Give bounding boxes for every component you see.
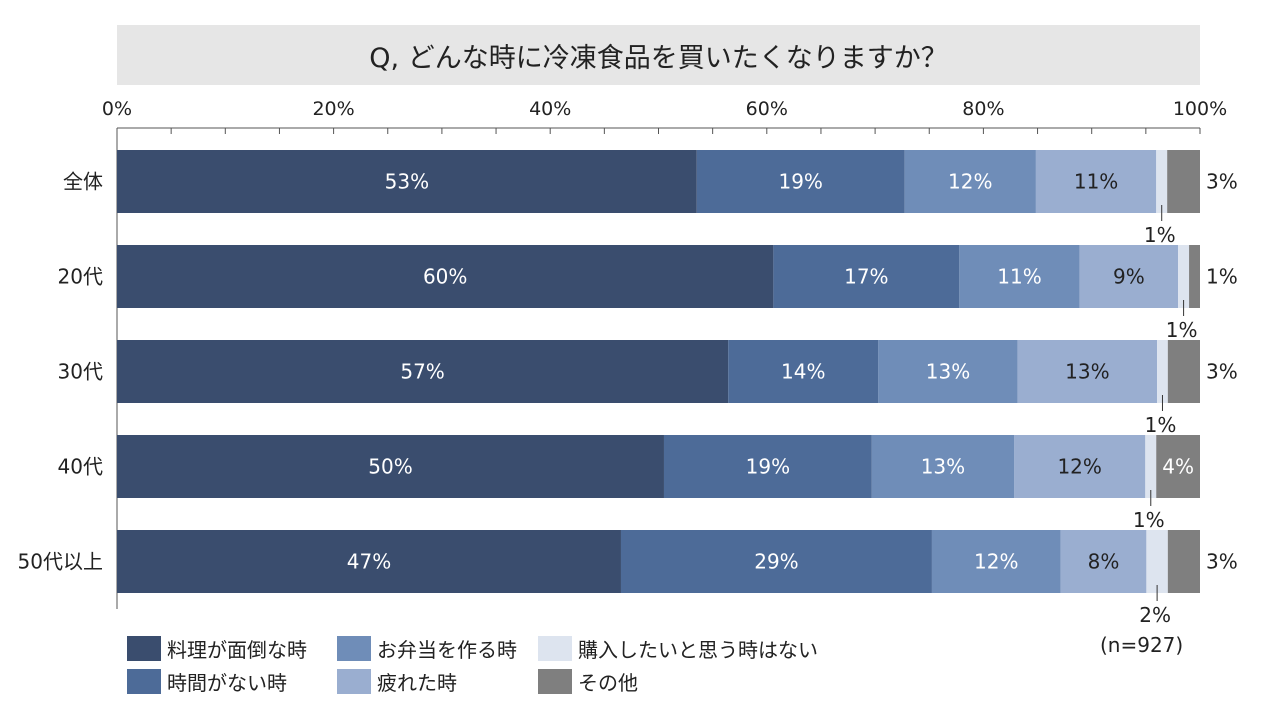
bar-segment xyxy=(1014,435,1146,498)
bar-segment xyxy=(959,245,1080,308)
bar-segment xyxy=(871,435,1015,498)
bar-segment xyxy=(1167,340,1200,403)
bar-segment xyxy=(1178,245,1190,308)
bar-segment xyxy=(117,245,774,308)
x-tick-label: 80% xyxy=(962,98,1004,120)
bar-segment xyxy=(1060,530,1147,593)
data-label: 60% xyxy=(423,265,467,289)
sample-size-note: (n=927) xyxy=(1100,633,1184,657)
bar-segment xyxy=(663,435,872,498)
category-label: 全体 xyxy=(63,170,103,194)
data-label: 3% xyxy=(1206,360,1238,384)
data-label: 3% xyxy=(1206,550,1238,574)
x-tick-label: 40% xyxy=(529,98,571,120)
data-label: 11% xyxy=(997,265,1041,289)
bar-segment xyxy=(1157,340,1168,403)
data-label: 2% xyxy=(1139,603,1171,627)
data-label: 17% xyxy=(844,265,888,289)
data-label: 13% xyxy=(926,360,970,384)
bar-segment xyxy=(117,340,729,403)
chart-title-bar: Q, どんな時に冷凍食品を買いたくなりますか？ xyxy=(117,25,1200,85)
x-tick-label: 100% xyxy=(1173,98,1227,120)
x-tick-label: 20% xyxy=(312,98,354,120)
data-label: 3% xyxy=(1206,170,1238,194)
data-label: 12% xyxy=(948,170,992,194)
category-label: 40代 xyxy=(58,455,103,479)
data-label: 4% xyxy=(1162,455,1194,479)
data-label: 47% xyxy=(347,550,391,574)
data-label: 1% xyxy=(1133,508,1165,532)
data-label: 12% xyxy=(1057,455,1101,479)
bar-segment xyxy=(1145,435,1157,498)
bar-segment xyxy=(1167,530,1200,593)
data-label: 1% xyxy=(1145,413,1177,437)
data-label: 8% xyxy=(1088,550,1120,574)
chart-title: Q, どんな時に冷凍食品を買いたくなりますか？ xyxy=(369,42,948,74)
data-label: 9% xyxy=(1113,265,1145,289)
data-label: 13% xyxy=(921,455,965,479)
bar-segment xyxy=(696,150,905,213)
bar-segment xyxy=(1189,245,1200,308)
bar-segment xyxy=(117,435,664,498)
bar-segment xyxy=(1146,530,1168,593)
data-label: 14% xyxy=(781,360,825,384)
bar-segment xyxy=(1167,150,1200,213)
bar-segment xyxy=(1017,340,1158,403)
data-label: 19% xyxy=(778,170,822,194)
data-label: 13% xyxy=(1065,360,1109,384)
data-label: 1% xyxy=(1206,265,1238,289)
bar-segment xyxy=(1079,245,1179,308)
bar-segment xyxy=(117,530,621,593)
data-label: 53% xyxy=(385,170,429,194)
bar-segment xyxy=(117,150,697,213)
category-label: 50代以上 xyxy=(18,550,103,574)
x-tick-label: 60% xyxy=(746,98,788,120)
data-label: 29% xyxy=(754,550,798,574)
x-tick-label: 0% xyxy=(102,98,132,120)
data-label: 19% xyxy=(746,455,790,479)
category-label: 30代 xyxy=(58,360,103,384)
data-label: 1% xyxy=(1166,318,1198,342)
data-label: 1% xyxy=(1144,223,1176,247)
bar-segment xyxy=(773,245,960,308)
bar-segment xyxy=(728,340,879,403)
bar-segment xyxy=(931,530,1061,593)
bar-segment xyxy=(878,340,1018,403)
bar-segment xyxy=(620,530,932,593)
category-label: 20代 xyxy=(58,265,103,289)
bar-segment xyxy=(1156,150,1168,213)
data-label: 57% xyxy=(400,360,444,384)
data-label: 50% xyxy=(368,455,412,479)
data-label: 12% xyxy=(974,550,1018,574)
bar-segment xyxy=(1035,150,1157,213)
bar-segment xyxy=(1156,435,1200,498)
data-label: 11% xyxy=(1074,170,1118,194)
bar-segment xyxy=(904,150,1036,213)
